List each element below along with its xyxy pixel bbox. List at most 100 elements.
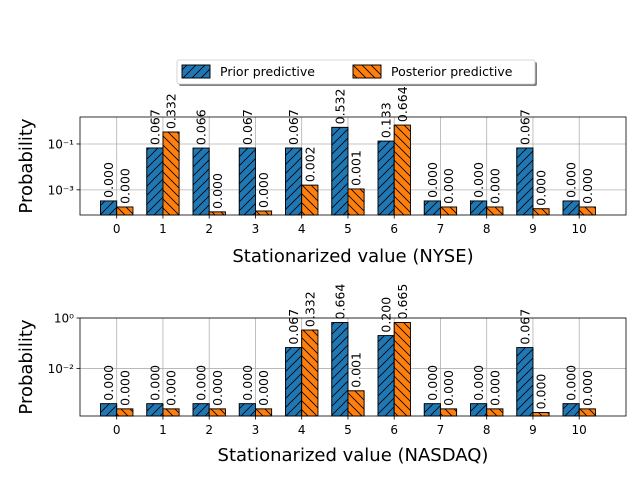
nasdaq-posterior-bar-1-hatch (162, 408, 180, 417)
nyse-prior-bar-5-hatch (331, 126, 349, 216)
nasdaq-axes-frame (79, 317, 627, 417)
nyse-prior-value-label: 0.067 (517, 109, 532, 145)
nyse-prior-value-label: 0.000 (425, 162, 440, 198)
nasdaq-posterior-value-label: 0.332 (302, 291, 317, 327)
nasdaq-prior-value-label: 0.067 (286, 309, 301, 345)
nyse-x-tick-label: 6 (390, 222, 398, 236)
nyse-x-tick-label: 5 (344, 222, 352, 236)
nasdaq-prior-bar-4-hatch (285, 347, 303, 417)
nasdaq-prior-bar-8-hatch (470, 403, 488, 417)
nasdaq-x-axis-label: Stationarized value (NASDAQ) (218, 445, 489, 466)
nyse-prior-value-label: 0.000 (101, 162, 116, 198)
nasdaq-posterior-value-label: 0.001 (349, 352, 364, 388)
nyse-posterior-bar-5-hatch (347, 188, 365, 216)
nasdaq-x-tick-label: 7 (437, 423, 445, 437)
nasdaq-posterior-value-label: 0.000 (534, 374, 549, 410)
nyse-posterior-value-label: 0.000 (441, 168, 456, 204)
nasdaq-prior-bar-2-hatch (192, 403, 210, 417)
nyse-prior-bar-7-hatch (423, 200, 441, 216)
nyse-prior-value-label: 0.000 (564, 162, 579, 198)
nyse-posterior-bar-0-hatch (116, 206, 134, 216)
nasdaq-posterior-bar-9-hatch (532, 412, 550, 417)
nasdaq-posterior-bar-2-hatch (208, 408, 226, 417)
nyse-x-tick-label: 7 (437, 222, 445, 236)
nasdaq-posterior-value-label: 0.000 (210, 370, 225, 406)
nasdaq-posterior-bar-3-hatch (255, 408, 273, 417)
nasdaq-x-tick-label: 10 (572, 423, 587, 437)
nyse-prior-bar-1-hatch (146, 147, 164, 216)
nyse-posterior-value-label: 0.664 (395, 86, 410, 122)
nyse-posterior-value-label: 0.000 (256, 172, 271, 208)
nasdaq-posterior-bar-10-hatch (578, 408, 596, 417)
nasdaq-y-axis-label: Probability (16, 319, 37, 414)
nasdaq-posterior-bar-5-hatch (347, 390, 365, 417)
nyse-x-tick-label: 8 (483, 222, 491, 236)
legend: Prior predictive Posterior predictive (176, 59, 537, 86)
nyse-posterior-bar-2-hatch (208, 211, 226, 216)
nyse-x-tick-label: 4 (298, 222, 306, 236)
nasdaq-prior-bar-7-hatch (423, 403, 441, 417)
nasdaq-posterior-value-label: 0.000 (441, 370, 456, 406)
nyse-prior-bar-6-hatch (377, 140, 395, 216)
nyse-x-axis-label: Stationarized value (NYSE) (232, 246, 473, 267)
nyse-x-tick-label: 0 (113, 222, 121, 236)
nyse-posterior-bar-8-hatch (486, 206, 504, 216)
nyse-x-tick-label: 2 (205, 222, 213, 236)
nasdaq-posterior-bar-4-hatch (301, 329, 319, 417)
nasdaq-posterior-bar-0-hatch (116, 408, 134, 417)
nyse-posterior-value-label: 0.332 (164, 93, 179, 129)
nasdaq-posterior-value-label: 0.000 (580, 370, 595, 406)
nyse-posterior-value-label: 0.001 (349, 150, 364, 186)
nasdaq-prior-value-label: 0.664 (332, 284, 347, 320)
nasdaq-x-tick-label: 6 (390, 423, 398, 437)
nasdaq-prior-bar-3-hatch (238, 403, 256, 417)
nyse-posterior-bar-9-hatch (532, 208, 550, 216)
nasdaq-y-tick-label: 10⁰ (54, 312, 74, 326)
nasdaq-prior-bar-9-hatch (516, 347, 534, 417)
nyse-posterior-value-label: 0.000 (210, 173, 225, 209)
nyse-prior-bar-8-hatch (470, 200, 488, 216)
nyse-posterior-value-label: 0.000 (117, 168, 132, 204)
nasdaq-prior-bar-1-hatch (146, 403, 164, 417)
nyse-chart-panel: 0.000 0.067 0.066 0.067 0.067 0.532 0.133 0.000… (16, 86, 627, 267)
nyse-posterior-value-label: 0.000 (487, 168, 502, 204)
nyse-prior-value-label: 0.067 (286, 109, 301, 145)
nasdaq-prior-value-label: 0.000 (101, 365, 116, 401)
nyse-y-tick-label: 10⁻³ (48, 183, 75, 197)
nyse-prior-bar-2-hatch (192, 147, 210, 216)
nyse-posterior-bar-1-hatch (162, 131, 180, 216)
nasdaq-prior-bar-5-hatch (331, 322, 349, 417)
nasdaq-x-tick-label: 5 (344, 423, 352, 437)
nasdaq-prior-value-label: 0.000 (564, 365, 579, 401)
nyse-posterior-bar-10-hatch (578, 206, 596, 216)
nyse-y-tick-label: 10⁻¹ (48, 137, 75, 151)
nyse-posterior-value-label: 0.000 (580, 168, 595, 204)
nasdaq-prior-bar-6-hatch (377, 335, 395, 417)
nyse-y-axis-label: Probability (16, 118, 37, 213)
nyse-prior-bar-0-hatch (100, 200, 118, 216)
nyse-prior-value-label: 0.133 (379, 102, 394, 138)
nyse-prior-value-label: 0.067 (147, 109, 162, 145)
nyse-prior-bar-10-hatch (562, 200, 580, 216)
nyse-prior-value-label: 0.532 (332, 89, 347, 125)
nyse-posterior-value-label: 0.000 (534, 170, 549, 206)
nasdaq-x-tick-label: 0 (113, 423, 121, 437)
nasdaq-y-tick-label: 10⁻² (48, 362, 75, 376)
nyse-x-tick-label: 9 (529, 222, 537, 236)
nasdaq-prior-value-label: 0.000 (147, 365, 162, 401)
nyse-x-tick-label: 3 (252, 222, 260, 236)
nyse-x-tick-label: 10 (572, 222, 587, 236)
nasdaq-x-tick-label: 9 (529, 423, 537, 437)
nasdaq-x-tick-label: 1 (159, 423, 167, 437)
nasdaq-x-tick-label: 3 (252, 423, 260, 437)
nasdaq-prior-bar-10-hatch (562, 403, 580, 417)
nasdaq-prior-value-label: 0.000 (425, 365, 440, 401)
nasdaq-posterior-value-label: 0.000 (164, 370, 179, 406)
nyse-posterior-bar-7-hatch (440, 206, 458, 216)
nyse-prior-bar-4-hatch (285, 147, 303, 216)
nyse-prior-value-label: 0.000 (471, 162, 486, 198)
legend-prior-swatch-hatch (181, 64, 211, 79)
nyse-axes-frame (79, 116, 627, 216)
nyse-posterior-value-label: 0.002 (302, 146, 317, 182)
